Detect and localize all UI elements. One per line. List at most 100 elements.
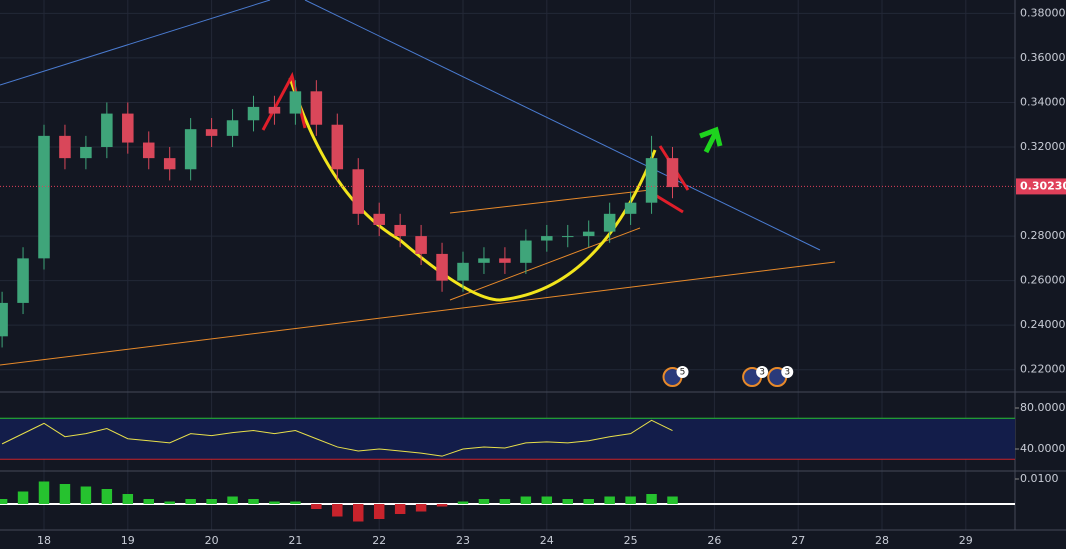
macd-bar — [311, 504, 322, 509]
candle-body — [415, 236, 427, 254]
y-tick-label: 0.36000 — [1020, 51, 1066, 64]
x-tick-label: 25 — [624, 534, 638, 547]
annotations — [0, 0, 836, 366]
candle-body — [122, 113, 134, 143]
x-tick-label: 18 — [37, 534, 51, 547]
event-label: 3 — [784, 368, 790, 378]
y-tick-label: 0.34000 — [1020, 95, 1066, 108]
candle-body — [0, 302, 8, 337]
macd-bar — [604, 496, 615, 504]
x-tick-label: 28 — [875, 534, 889, 547]
rsi-band — [0, 418, 1015, 460]
macd-bar — [269, 501, 280, 504]
candle-body — [541, 236, 553, 241]
last-price-label: 0.30230 — [1020, 179, 1066, 192]
macd-bar — [206, 499, 217, 504]
macd-bar — [143, 499, 154, 504]
candle-body — [520, 240, 532, 263]
candle-body — [205, 129, 218, 136]
candle-body — [561, 236, 574, 238]
macd-bar — [17, 491, 29, 504]
candle-body — [17, 258, 29, 303]
macd-bar — [122, 494, 134, 504]
y-tick-label: 0.28000 — [1020, 229, 1066, 242]
y-tick-label: 0.24000 — [1020, 318, 1066, 331]
candle-body — [80, 147, 92, 159]
y-tick-label: 0.38000 — [1020, 6, 1066, 19]
candle-body — [331, 124, 344, 170]
cup-curve — [288, 77, 657, 302]
macd-bar — [667, 496, 678, 504]
macd-bar — [101, 489, 113, 504]
macd-bar — [541, 496, 553, 504]
macd-bar — [38, 481, 50, 504]
event-count — [676, 366, 689, 378]
candle-body — [289, 91, 302, 114]
last-price-box — [1016, 178, 1066, 195]
candle-body — [624, 202, 637, 214]
event-label: 5 — [680, 368, 686, 378]
candle-body — [142, 142, 155, 159]
macd-bar — [227, 496, 238, 504]
channel-line — [449, 189, 651, 214]
candle-body — [352, 169, 365, 214]
macd-bar — [59, 484, 71, 504]
y-tick-label: 0.32000 — [1020, 140, 1066, 153]
macd-bar — [164, 501, 175, 504]
macd-bar — [499, 499, 511, 504]
candle-body — [478, 258, 490, 263]
candle-body — [184, 129, 197, 170]
candle-body — [582, 231, 595, 237]
macd-bar — [520, 496, 532, 504]
event-count — [756, 366, 769, 378]
rsi-line — [1, 419, 673, 457]
candle-body — [247, 106, 260, 121]
grid — [0, 0, 1015, 530]
macd-tick-label: 0.0100 — [1020, 472, 1059, 485]
candle-body — [499, 258, 511, 263]
trend-line — [304, 0, 821, 251]
macd-bar — [562, 499, 573, 504]
x-tick-label: 20 — [205, 534, 219, 547]
y-tick-label: 0.26000 — [1020, 274, 1066, 287]
candle-body — [268, 106, 281, 114]
macd-bar — [332, 504, 343, 517]
candle-body — [59, 135, 71, 159]
macd-bar — [373, 504, 385, 519]
rsi-tick-label: 80.0000 — [1020, 401, 1066, 414]
macd-bar — [394, 504, 406, 514]
x-tick-label: 21 — [288, 534, 302, 547]
candle-body — [226, 120, 239, 136]
candle-body — [163, 158, 176, 170]
x-tick-label: 19 — [121, 534, 135, 547]
macd-bar — [0, 499, 8, 504]
candle-body — [101, 113, 113, 147]
x-tick-label: 27 — [791, 534, 805, 547]
candle-body — [373, 213, 385, 225]
up-arrow — [699, 126, 723, 154]
macd-bar — [353, 504, 364, 522]
macd-bar — [625, 496, 636, 504]
candle-body — [645, 158, 658, 203]
y-tick-label: 0.22000 — [1020, 363, 1066, 376]
macd-bar — [80, 486, 92, 504]
price-axis-bg — [1015, 0, 1066, 549]
candle-body — [603, 213, 616, 232]
macd-bar — [457, 501, 469, 504]
candle-body — [394, 224, 406, 237]
macd-bar — [415, 504, 427, 512]
x-tick-label: 23 — [456, 534, 470, 547]
x-tick-label: 22 — [372, 534, 386, 547]
candle-body — [457, 262, 469, 281]
rsi-tick-label: 40.0000 — [1020, 442, 1066, 455]
macd-bar — [583, 499, 594, 504]
trend-line — [0, 0, 271, 86]
candle-body — [38, 135, 50, 259]
candle-body — [666, 158, 679, 188]
trend-line — [0, 261, 836, 366]
macd-bar — [248, 499, 259, 504]
x-tick-label: 29 — [959, 534, 973, 547]
macd-bar — [646, 494, 657, 504]
